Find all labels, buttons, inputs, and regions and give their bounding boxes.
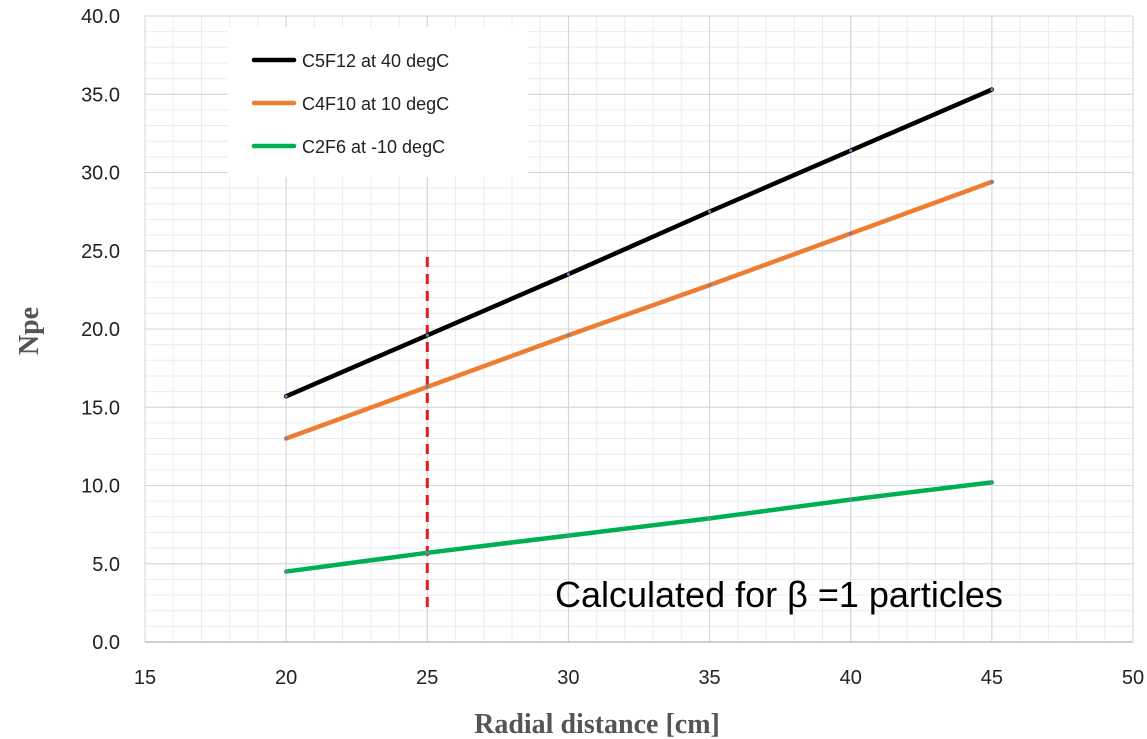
legend-label: C4F10 at 10 degC xyxy=(302,94,449,114)
series-line xyxy=(283,87,995,399)
series-point xyxy=(284,436,288,441)
series-point xyxy=(566,333,571,337)
series-point xyxy=(990,180,994,184)
series-point xyxy=(990,480,994,484)
series-point xyxy=(707,283,712,287)
y-tick-label: 35.0 xyxy=(81,84,120,106)
x-tick-label: 40 xyxy=(840,667,862,689)
series-point xyxy=(284,569,288,574)
series-point xyxy=(849,497,853,502)
series-point xyxy=(849,231,853,236)
x-axis-title: Radial distance [cm] xyxy=(474,709,720,739)
series-group xyxy=(283,87,995,574)
series-point xyxy=(849,148,853,153)
y-tick-label: 30.0 xyxy=(81,163,120,185)
x-tick-label: 45 xyxy=(981,667,1003,689)
legend: C5F12 at 40 degC C4F10 at 10 degC C2F6 at … xyxy=(251,51,449,157)
y-tick-label: 10.0 xyxy=(81,476,120,498)
series-line xyxy=(283,480,995,574)
series-point xyxy=(425,551,429,555)
tick-labels: 15 20 25 30 35 40 45 50 0.0 5.0 10.0 15.0 20.0 25.0 30… xyxy=(81,6,1144,689)
series-point xyxy=(566,533,571,538)
y-tick-label: 40.0 xyxy=(81,6,120,28)
y-tick-label: 5.0 xyxy=(92,554,120,576)
x-tick-label: 35 xyxy=(698,667,720,689)
y-tick-label: 0.0 xyxy=(92,632,120,654)
series-point xyxy=(425,385,429,389)
series-point xyxy=(425,333,429,337)
series-point xyxy=(990,87,994,92)
x-tick-label: 30 xyxy=(557,667,579,689)
x-tick-label: 25 xyxy=(416,667,438,689)
legend-label: C5F12 at 40 degC xyxy=(302,51,449,71)
series-point xyxy=(284,394,288,398)
x-tick-label: 20 xyxy=(275,667,297,689)
annotation-text: Calculated for β =1 particles xyxy=(555,574,1003,615)
series-point xyxy=(707,516,712,520)
x-tick-label: 15 xyxy=(134,667,156,689)
series-point xyxy=(707,210,712,214)
y-tick-label: 25.0 xyxy=(81,241,120,263)
y-axis-title: Npe xyxy=(14,307,45,355)
x-tick-label: 50 xyxy=(1122,667,1144,689)
series-line xyxy=(283,179,995,441)
y-tick-label: 20.0 xyxy=(81,319,120,341)
legend-label: C2F6 at -10 degC xyxy=(302,137,445,157)
y-tick-label: 15.0 xyxy=(81,397,120,419)
series-point xyxy=(566,272,571,276)
